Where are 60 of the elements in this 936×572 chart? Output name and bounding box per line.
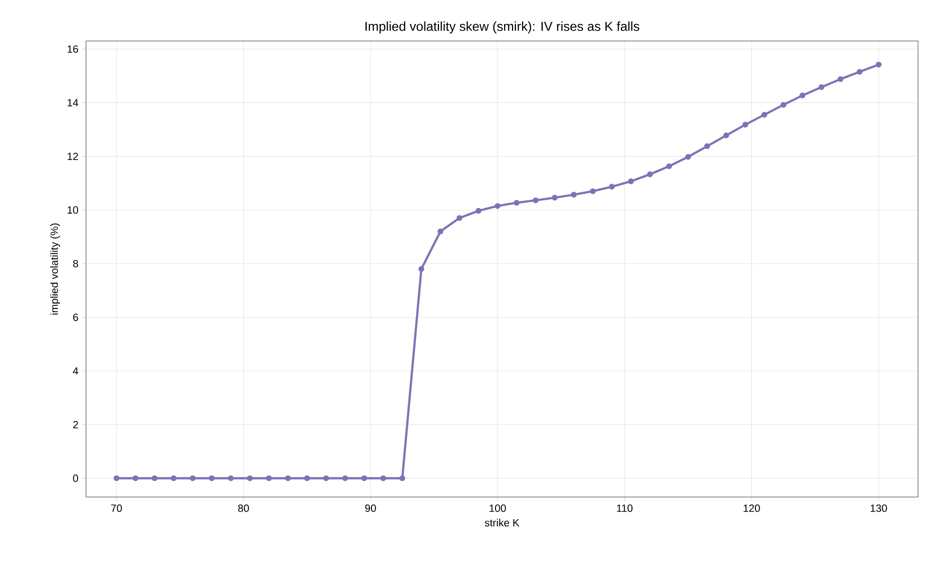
point xyxy=(228,475,234,482)
x-axis-title: strike K xyxy=(484,518,520,526)
point xyxy=(418,266,424,272)
y-tick-label: 2 xyxy=(73,420,78,428)
point xyxy=(476,208,482,214)
point xyxy=(761,112,768,118)
point xyxy=(838,76,844,82)
point xyxy=(532,197,539,204)
point xyxy=(666,163,672,170)
point xyxy=(647,171,653,178)
point xyxy=(608,184,615,190)
point xyxy=(246,475,253,482)
point xyxy=(170,475,177,482)
point xyxy=(590,188,596,194)
point xyxy=(876,62,882,68)
point xyxy=(742,122,748,128)
point xyxy=(323,475,329,482)
point xyxy=(704,143,710,150)
point xyxy=(114,475,120,482)
point xyxy=(304,475,310,482)
point xyxy=(266,475,272,482)
point xyxy=(399,475,406,482)
point xyxy=(342,475,348,482)
point xyxy=(456,215,462,221)
x-tick-label: 70 xyxy=(111,504,122,512)
y-tick-label: 8 xyxy=(73,260,78,268)
y-tick-label: 0 xyxy=(73,474,78,482)
point xyxy=(494,203,500,209)
y-tick-label: 14 xyxy=(68,99,78,106)
x-tick-label: 110 xyxy=(617,504,633,512)
point xyxy=(570,192,577,198)
point xyxy=(152,475,158,482)
point xyxy=(208,475,215,482)
point xyxy=(380,475,386,482)
x-tick-label: 80 xyxy=(238,504,249,512)
point xyxy=(514,200,520,206)
x-tick-label: 100 xyxy=(490,504,506,512)
point xyxy=(800,92,806,98)
x-tick-label: 90 xyxy=(365,504,376,512)
point xyxy=(856,68,862,75)
point xyxy=(361,475,368,482)
point xyxy=(723,132,730,138)
y-tick-label: 12 xyxy=(68,152,78,160)
point xyxy=(552,194,558,201)
point xyxy=(780,102,786,108)
point xyxy=(628,178,634,184)
chart-title: Implied volatility skew (smirk): IV rises as K falls xyxy=(366,21,640,34)
point xyxy=(818,84,824,90)
point xyxy=(132,475,138,482)
x-tick-label: 130 xyxy=(870,504,887,512)
y-tick-label: 10 xyxy=(68,206,78,214)
y-tick-label: 4 xyxy=(72,367,78,375)
point xyxy=(438,228,444,234)
point xyxy=(685,154,691,160)
point xyxy=(285,475,291,482)
point xyxy=(190,475,196,482)
y-axis-title: implied volatility (%) xyxy=(50,223,60,315)
y-tick-label: 16 xyxy=(68,45,78,53)
y-tick-label: 6 xyxy=(73,314,78,321)
x-tick-label: 120 xyxy=(744,504,760,512)
